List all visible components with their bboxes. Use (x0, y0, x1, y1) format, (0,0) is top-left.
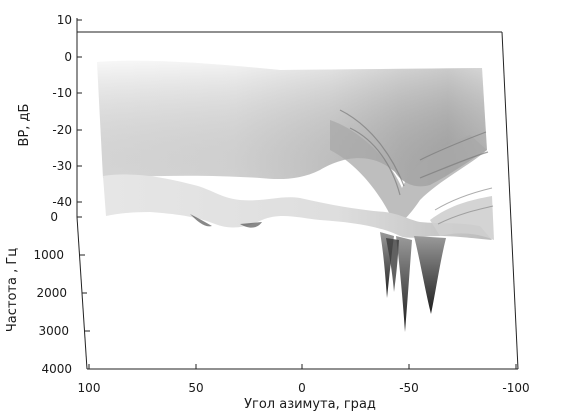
x-tick-label: 50 (188, 381, 203, 395)
x-tick-label: 100 (78, 381, 101, 395)
z-tick-label: 10 (57, 13, 72, 27)
y-tick-label: 0 (50, 210, 58, 224)
surface-band (103, 174, 492, 240)
z-tick-label: 0 (64, 50, 72, 64)
right-edge (501, 31, 519, 370)
z-tick-label: -40 (52, 195, 72, 209)
x-tick-label: 0 (298, 381, 306, 395)
y-tick-label: 2000 (36, 286, 67, 300)
z-tick-label: -20 (52, 123, 72, 137)
surface-notch-secondary (386, 238, 399, 292)
y-axis-label: Частота , Гц (5, 248, 20, 332)
x-tick-label: -100 (502, 381, 529, 395)
z-tick-labels: 10 0 -10 -20 -30 -40 (52, 13, 72, 209)
y-tick-labels: 0 1000 2000 3000 4000 (33, 210, 72, 376)
y-tick-label: 3000 (38, 324, 69, 338)
z-tick-label: -10 (52, 86, 72, 100)
y-tick-label: 1000 (33, 248, 64, 262)
surface (97, 60, 494, 332)
surface-notch-right (414, 236, 446, 314)
x-tick-label: -50 (399, 381, 419, 395)
surface-right-ridge-lines (434, 187, 494, 225)
x-tick-labels: 100 50 0 -50 -100 (78, 381, 530, 395)
surface-ridge-lines (339, 109, 489, 196)
surface-notch-mid (396, 236, 412, 332)
surface-shade (97, 60, 487, 187)
ticks (77, 19, 517, 370)
z-tick-label: -30 (52, 159, 72, 173)
x-axis-label: Угол азимута, град (244, 397, 376, 412)
y-tick-label: 4000 (41, 362, 72, 376)
z-axis-label: ВР, дБ (17, 104, 32, 147)
surface-right-ridges (430, 196, 494, 240)
surface-valley (330, 120, 487, 226)
surface-band-shadow (190, 214, 262, 228)
